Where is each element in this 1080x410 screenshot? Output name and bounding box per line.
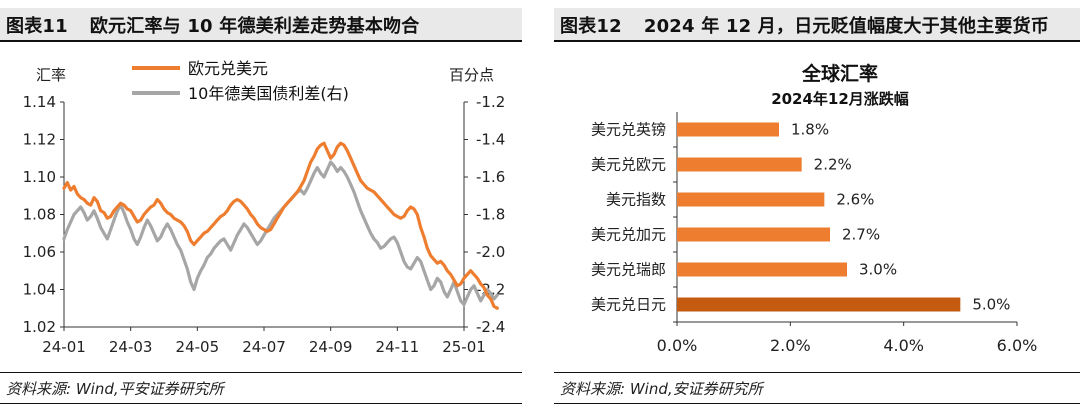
bar-4 xyxy=(677,227,830,242)
right-axis-title: 百分点 xyxy=(449,66,494,84)
right-figure-title-text: 2024 年 12 月，日元贬值幅度大于其他主要货币 xyxy=(643,16,1050,37)
bar-chart-title: 全球汇率 xyxy=(801,62,878,85)
bar-chart-subtitle: 2024年12月涨跌幅 xyxy=(771,90,909,108)
left-y-tick-label: 1.14 xyxy=(23,93,56,111)
left-y-tick-label: 1.02 xyxy=(23,318,56,336)
left-y-tick-label: 1.08 xyxy=(23,206,56,224)
x-tick-label: 24-11 xyxy=(376,338,420,356)
eur-spread-line-chart: 汇率 百分点 1.02 1.04 1.06 1.08 1.10 1.12 1.14 -2.4 -2.… xyxy=(23,59,506,356)
fx-bar-chart: 全球汇率 2024年12月涨跌幅 0.0% 2.0% 4.0% 6.0% 美元兑英镑 1.8%… xyxy=(591,62,1038,355)
left-y-tick-label: 1.06 xyxy=(23,243,56,261)
bar-2 xyxy=(677,157,802,172)
right-y-tick-label: -1.8 xyxy=(476,206,505,224)
bar-value-label: 2.6% xyxy=(836,191,874,209)
bar-3 xyxy=(677,192,825,207)
x-tick-label: 24-05 xyxy=(176,338,220,356)
right-figure-header: 图表12 2024 年 12 月，日元贬值幅度大于其他主要货币 xyxy=(554,8,1080,42)
left-figure-title-text: 欧元汇率与 10 年德美利差走势基本吻合 xyxy=(89,16,420,37)
bar-category-label: 美元兑加元 xyxy=(591,226,666,244)
left-figure-number: 图表11 xyxy=(6,16,68,37)
bar-category-label: 美元兑日元 xyxy=(591,296,666,314)
right-y-tick-label: -1.6 xyxy=(476,168,505,186)
bar-category-label: 美元指数 xyxy=(606,191,666,209)
bar-x-tick-label: 6.0% xyxy=(997,336,1038,355)
legend-label: 10年德美国债利差(右) xyxy=(188,84,349,103)
x-tick-label: 24-07 xyxy=(242,338,286,356)
eur-usd-series-line xyxy=(62,141,499,310)
left-y-tick-label: 1.10 xyxy=(23,168,56,186)
bar-category-label: 美元兑欧元 xyxy=(591,156,666,174)
bar-value-label: 1.8% xyxy=(791,121,829,139)
right-figure-title: 图表12 2024 年 12 月，日元贬值幅度大于其他主要货币 xyxy=(560,12,1049,38)
left-y-tick-label: 1.12 xyxy=(23,131,56,149)
bar-value-label: 3.0% xyxy=(859,261,897,279)
left-figure-title: 图表11 欧元汇率与 10 年德美利差走势基本吻合 xyxy=(6,12,419,38)
right-source-note: 资料来源: Wind,安证券研究所 xyxy=(560,380,763,398)
bar-value-label: 5.0% xyxy=(972,296,1010,314)
right-figure-footer: 资料来源: Wind,安证券研究所 xyxy=(554,372,1080,404)
bar-category-label: 美元兑瑞郎 xyxy=(591,261,666,279)
bar-5 xyxy=(677,262,847,277)
x-tick-label: 24-01 xyxy=(42,338,86,356)
left-y-tick-label: 1.04 xyxy=(23,281,56,299)
right-y-tick-label: -2.4 xyxy=(476,318,505,336)
right-figure-panel: 图表12 2024 年 12 月，日元贬值幅度大于其他主要货币 全球汇率 2024年… xyxy=(554,0,1080,410)
bar-x-tick-label: 0.0% xyxy=(657,336,698,355)
right-y-tick-label: -1.2 xyxy=(476,93,505,111)
left-figure-panel: 图表11 欧元汇率与 10 年德美利差走势基本吻合 汇率 百分点 1.02 1.04 1.… xyxy=(0,0,522,410)
right-y-tick-label: -1.4 xyxy=(476,131,505,149)
de-us-spread-series-line xyxy=(62,160,499,307)
bar-6 xyxy=(677,297,961,312)
left-source-note: 资料来源: Wind,平安证券研究所 xyxy=(6,380,224,398)
bar-x-tick-label: 4.0% xyxy=(883,336,924,355)
left-figure-footer: 资料来源: Wind,平安证券研究所 xyxy=(0,372,522,404)
x-tick-label: 24-09 xyxy=(309,338,353,356)
bar-x-tick-label: 2.0% xyxy=(770,336,811,355)
right-figure-number: 图表12 xyxy=(560,16,622,37)
bar-value-label: 2.7% xyxy=(842,226,880,244)
right-y-tick-label: -2.0 xyxy=(476,243,505,261)
left-figure-header: 图表11 欧元汇率与 10 年德美利差走势基本吻合 xyxy=(0,8,522,42)
x-tick-label: 24-03 xyxy=(109,338,153,356)
bar-value-label: 2.2% xyxy=(814,156,852,174)
x-tick-label: 25-01 xyxy=(442,338,486,356)
bar-1 xyxy=(677,122,779,137)
legend-label: 欧元兑美元 xyxy=(188,59,268,78)
bar-category-label: 美元兑英镑 xyxy=(591,121,666,139)
left-axis-title: 汇率 xyxy=(36,66,66,84)
